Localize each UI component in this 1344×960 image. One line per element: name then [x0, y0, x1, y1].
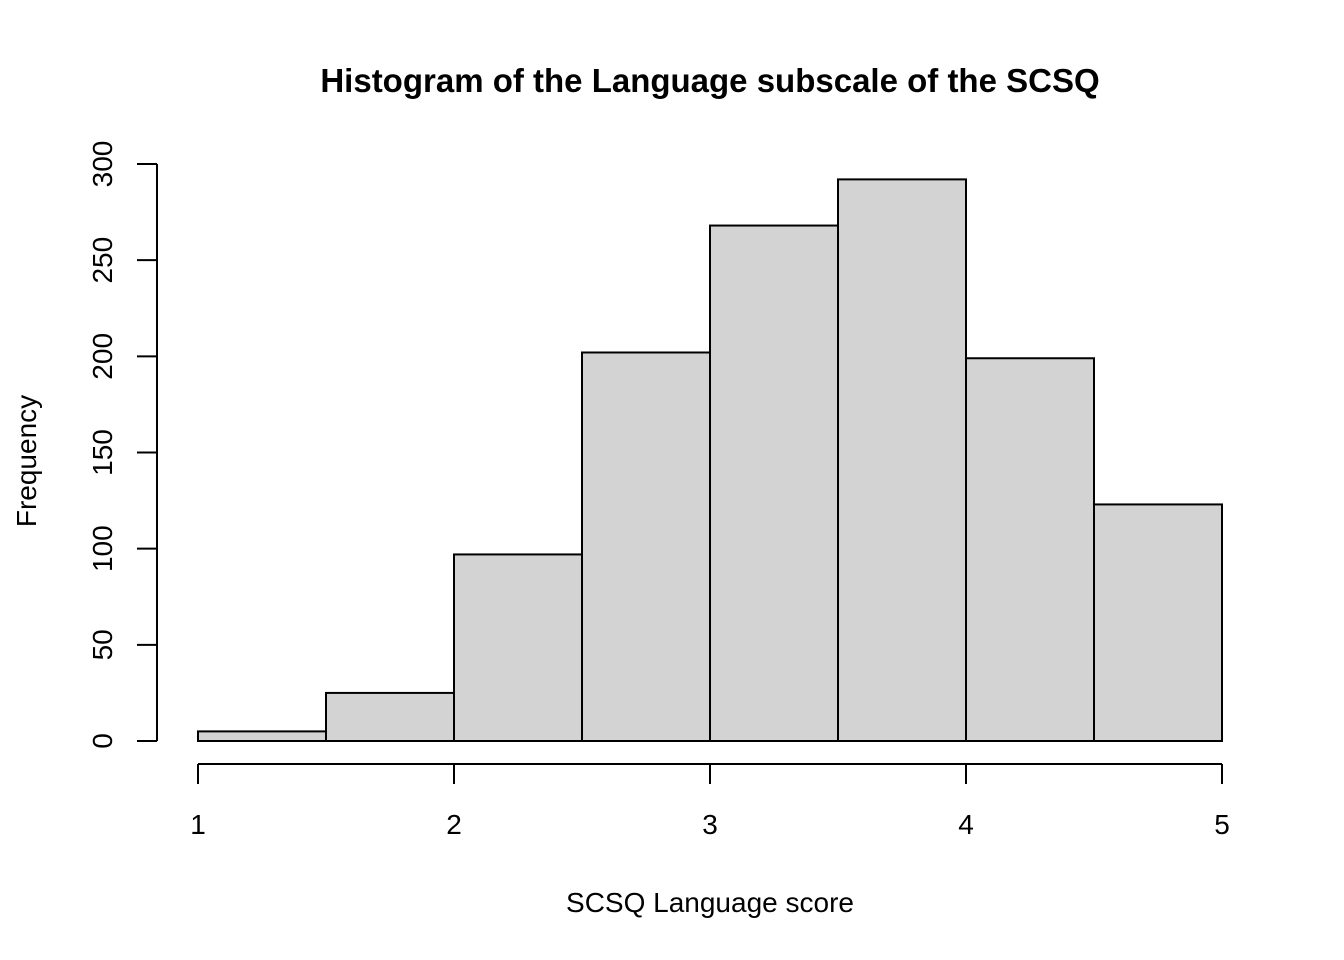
y-tick-label-0: 0 — [87, 733, 118, 749]
histogram-bar-4 — [581, 351, 711, 742]
bars-group — [197, 178, 1223, 743]
histogram-bar-8 — [1093, 503, 1223, 742]
histogram-bar-5 — [709, 224, 839, 742]
x-tick-label-3: 3 — [702, 809, 718, 840]
y-tick-label-250: 250 — [87, 237, 118, 284]
y-axis-label: Frequency — [11, 395, 42, 527]
x-tick-label-1: 1 — [190, 809, 206, 840]
y-tick-label-150: 150 — [87, 429, 118, 476]
y-tick-label-50: 50 — [87, 629, 118, 660]
y-tick-label-100: 100 — [87, 525, 118, 572]
histogram-bar-7 — [965, 357, 1095, 742]
histogram-bar-3 — [453, 553, 583, 742]
x-tick-label-2: 2 — [446, 809, 462, 840]
x-tick-label-5: 5 — [1214, 809, 1230, 840]
x-tick-label-4: 4 — [958, 809, 974, 840]
x-axis: 1 2 3 4 5 — [190, 763, 1230, 840]
chart-title: Histogram of the Language subscale of th… — [320, 62, 1099, 99]
x-axis-label: SCSQ Language score — [566, 887, 854, 918]
y-tick-label-300: 300 — [87, 141, 118, 188]
histogram-bar-2 — [325, 691, 455, 743]
y-axis: 0 50 100 150 200 250 300 — [87, 141, 158, 749]
y-tick-label-200: 200 — [87, 333, 118, 380]
histogram-bar-1 — [197, 730, 327, 743]
histogram-bar-6 — [837, 178, 967, 743]
